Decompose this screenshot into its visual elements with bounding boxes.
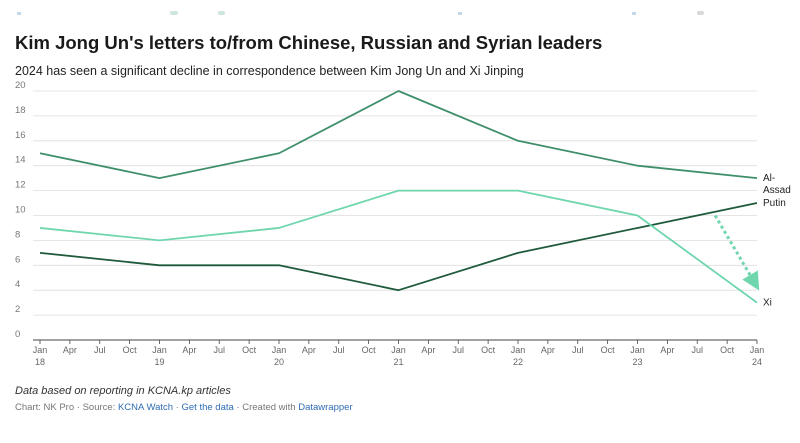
axes: 0 2 4 6 8 10 12 14 16 18 20 Jan 18 Apr Jul Oct Jan 19 Apr J… — [15, 80, 764, 367]
series-lines: Al-Assad Putin Xi — [39, 90, 791, 309]
x-tick-label: Jul — [94, 345, 106, 355]
x-tick-label: Apr — [182, 345, 196, 355]
y-tick-label: 18 — [15, 105, 26, 116]
x-tick-label: Oct — [481, 345, 496, 355]
x-tick-label: Apr — [421, 345, 435, 355]
y-tick-label: 20 — [15, 80, 26, 91]
x-tick-label: Apr — [660, 345, 674, 355]
x-tick-label: Oct — [242, 345, 257, 355]
x-tick-label: Jan 24 — [750, 345, 765, 367]
y-tick-label: 2 — [15, 304, 20, 315]
x-tick-label: Oct — [123, 345, 138, 355]
y-tick-label: 10 — [15, 205, 26, 216]
x-tick-label: Jan 19 — [152, 345, 167, 367]
y-tick-label: 8 — [15, 229, 20, 240]
x-tick-label: Jan 21 — [391, 345, 406, 367]
gridlines — [33, 90, 757, 341]
x-tick-label: Jan 20 — [272, 345, 287, 367]
y-tick-label: 14 — [15, 155, 26, 166]
series-label-putin: Putin — [763, 198, 786, 209]
source-link[interactable]: KCNA Watch — [117, 402, 174, 413]
x-tick-label: Jan 18 — [33, 345, 48, 367]
annotations — [713, 214, 760, 291]
x-tick-label: Jul — [213, 345, 225, 355]
x-tick-label: Jul — [572, 345, 584, 355]
series-label-al-assad: Al-Assad — [763, 173, 791, 196]
series-line-putin — [39, 202, 758, 292]
line-chart: 0 2 4 6 8 10 12 14 16 18 20 Jan 18 Apr Jul Oct Jan 19 Apr J… — [15, 80, 791, 367]
credits-separator: · — [173, 402, 182, 413]
cropped-header-strip — [17, 11, 704, 15]
series-label-xi: Xi — [763, 298, 772, 309]
x-tick-label: Oct — [362, 345, 377, 355]
datawrapper-link[interactable]: Datawrapper — [298, 402, 353, 413]
chart-credits: Chart: NK Pro · Source: KCNA Watch · Get… — [15, 402, 353, 413]
y-tick-label: 16 — [15, 130, 26, 141]
chart-title: Kim Jong Un's letters to/from Chinese, R… — [15, 32, 603, 53]
x-tick-label: Jul — [452, 345, 464, 355]
y-tick-label: 0 — [15, 329, 20, 340]
y-tick-label: 12 — [15, 180, 26, 191]
data-note: Data based on reporting in KCNA.kp artic… — [15, 385, 231, 397]
x-tick-label: Oct — [720, 345, 735, 355]
x-tick-label: Jul — [691, 345, 703, 355]
x-tick-label: Apr — [63, 345, 77, 355]
x-tick-label: Oct — [601, 345, 616, 355]
x-tick-label: Jan 23 — [630, 345, 645, 367]
y-tick-label: 6 — [15, 254, 20, 265]
x-tick-label: Apr — [541, 345, 555, 355]
decline-arrow-annotation — [713, 214, 760, 291]
x-tick-label: Apr — [302, 345, 316, 355]
series-line-al-assad — [39, 90, 758, 180]
credits-created: · Created with — [233, 402, 299, 413]
y-tick-label: 4 — [15, 279, 20, 290]
chart-subtitle: 2024 has seen a significant decline in c… — [15, 64, 524, 78]
x-tick-label: Jul — [333, 345, 345, 355]
x-tick-label: Jan 22 — [511, 345, 526, 367]
get-data-link[interactable]: Get the data — [181, 402, 234, 413]
series-line-xi — [39, 189, 758, 304]
credits-prefix: Chart: NK Pro · Source: — [15, 402, 118, 413]
